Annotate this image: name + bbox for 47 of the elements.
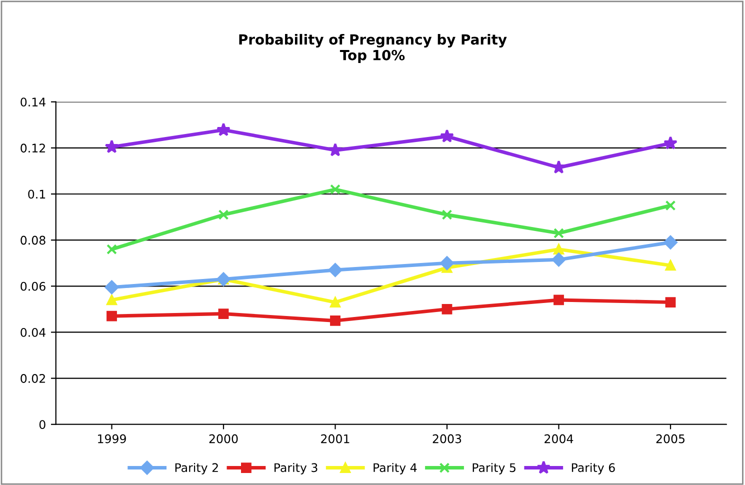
legend-label: Parity 2 [175,462,218,474]
legend-label: Parity 6 [572,462,615,474]
point [665,260,676,271]
x-tick-label: 2005 [656,434,684,444]
point [665,297,676,308]
point [554,294,564,306]
chart-title: Probability of Pregnancy by Parity Top 10% [239,34,507,64]
y-tick-label: 0.02 [20,374,45,383]
x-tick-label: 2001 [321,434,350,444]
point [330,184,340,195]
x-tick-label: 2000 [209,434,238,444]
point [106,244,117,254]
point [328,263,342,277]
point [106,310,117,322]
legend-label: Parity 4 [374,462,417,474]
point [104,140,119,154]
point [554,228,564,238]
point [440,129,454,143]
y-tick-label: 0 [39,420,46,430]
legend-label: Parity 5 [472,462,516,474]
point [442,210,452,220]
point [664,136,678,150]
point [440,256,454,270]
point [330,297,340,308]
point [218,210,229,220]
x-tick-label: 2003 [432,434,462,444]
y-tick-label: 0.12 [20,144,45,153]
y-tick-label: 0.08 [20,236,46,245]
point [106,294,117,306]
point [328,142,342,156]
point [552,160,566,174]
point [330,315,340,326]
point [554,244,564,254]
y-tick-label: 0.1 [28,190,46,199]
x-tick-label: 2004 [544,434,574,444]
point [218,308,229,320]
y-tick-label: 0.06 [20,282,46,291]
point [442,304,452,314]
point [216,122,230,136]
legend-label: Parity 3 [274,462,318,474]
point [104,280,119,294]
point [552,252,566,267]
y-tick-label: 0.04 [20,328,46,337]
point [665,200,676,211]
point [664,235,678,250]
y-tick-label: 0.14 [20,98,46,107]
x-tick-label: 1999 [98,434,126,444]
